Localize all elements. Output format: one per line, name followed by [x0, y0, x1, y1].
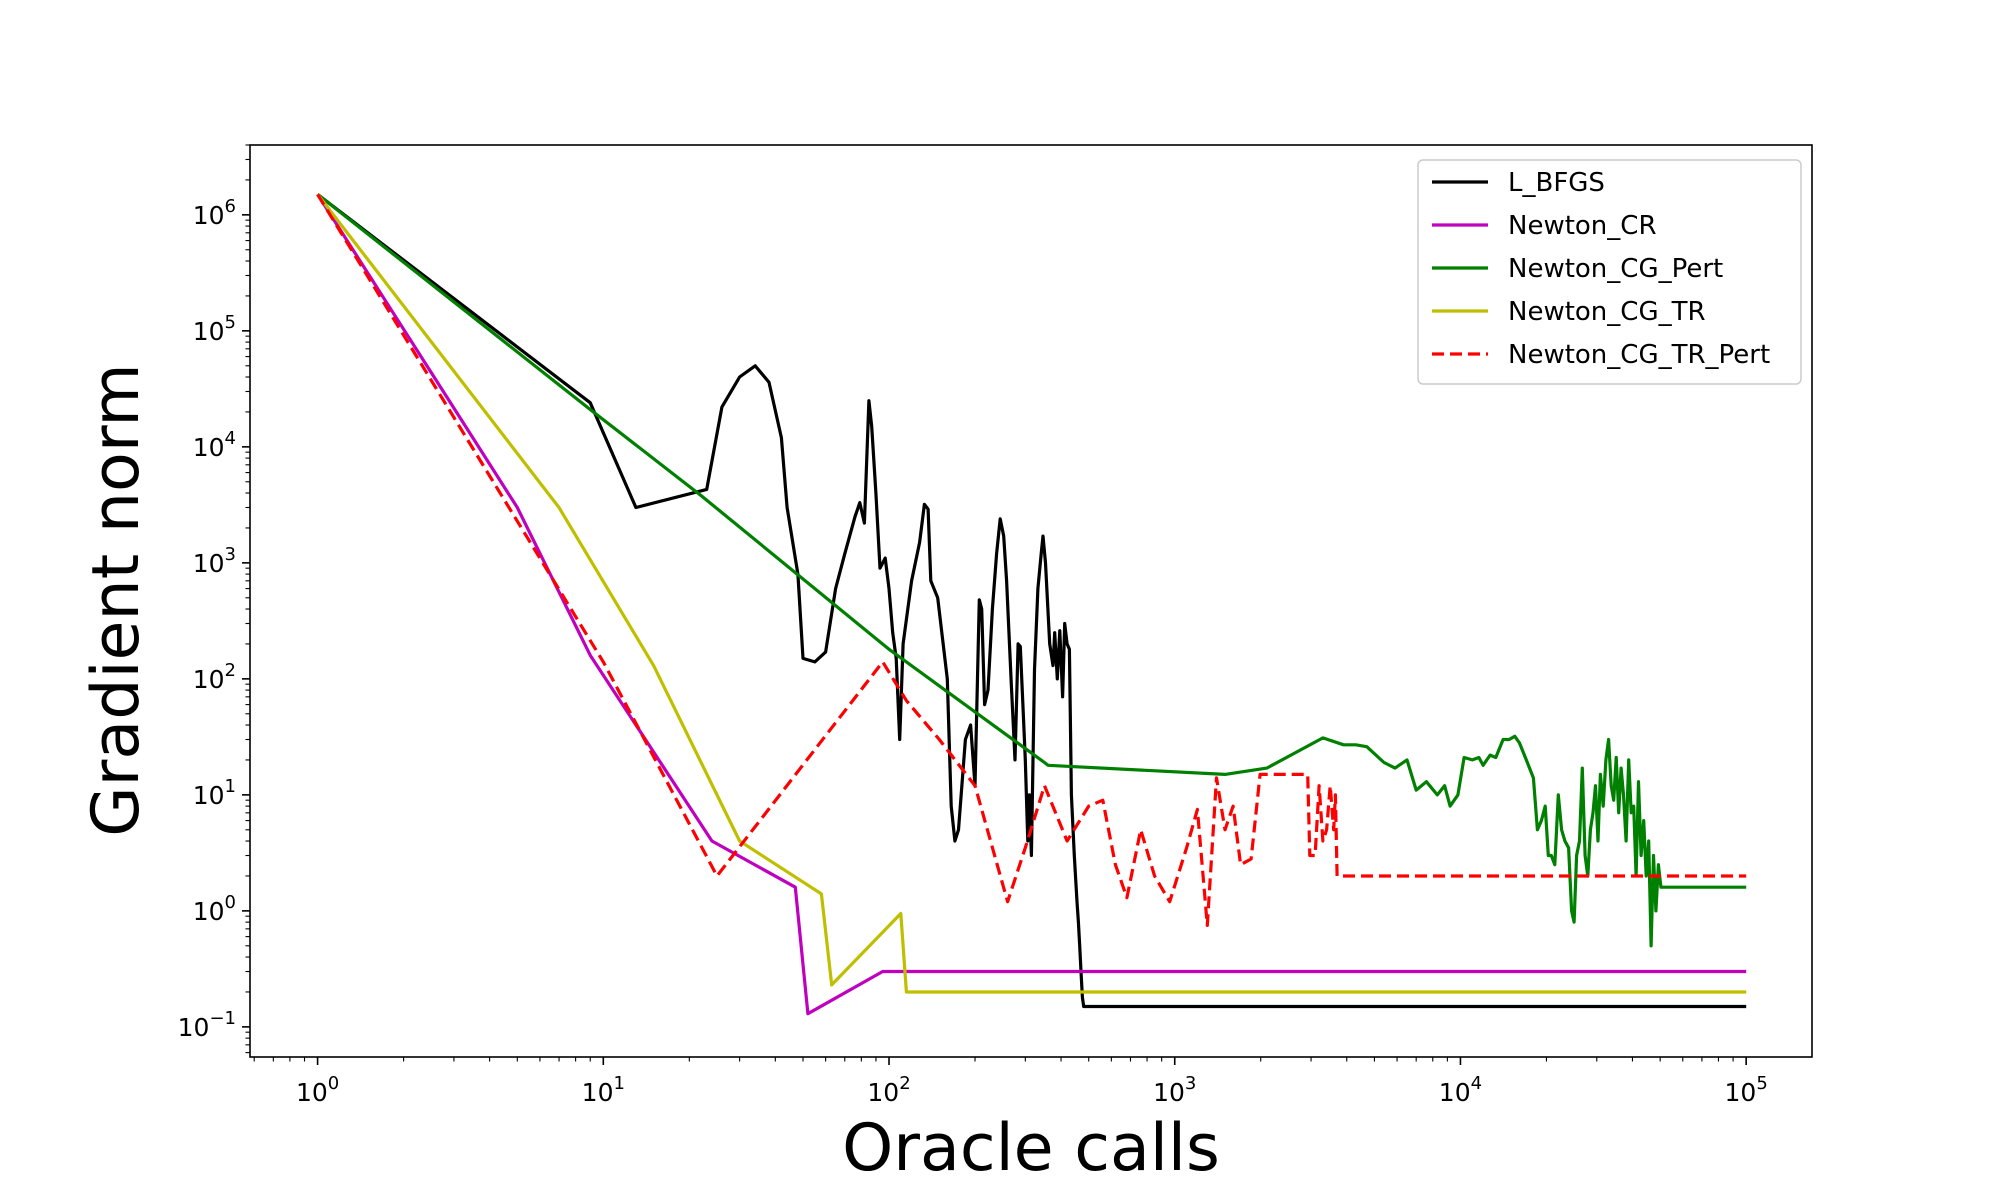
y-tick-label: 106 [193, 196, 236, 230]
series-line-newton-cg-tr [316, 193, 1747, 994]
series-line-newton-cg-tr-pert [316, 193, 1747, 927]
y-axis-title: Gradient norm [79, 363, 154, 836]
x-tick-label: 105 [1725, 1073, 1768, 1107]
legend-entry: Newton_CG_TR [1432, 297, 1706, 327]
series-layer [316, 193, 1747, 1016]
legend: L_BFGS Newton_CR Newton_CG_Pert Newton_CG_T… [1417, 159, 1802, 385]
x-axis-label: Oracle calls [842, 1111, 1220, 1186]
plot-frame [249, 144, 1813, 1058]
y-tick-label: 103 [193, 544, 236, 578]
y-axis-label: Gradient norm [79, 363, 154, 836]
legend-box [1417, 159, 1802, 385]
x-tick-label: 100 [296, 1073, 339, 1107]
y-tick-label: 10−1 [178, 1008, 236, 1042]
legend-label: L_BFGS [1508, 168, 1605, 198]
y-tick-label: 100 [193, 892, 236, 926]
series-line-l-bfgs [316, 193, 1747, 1009]
legend-label: Newton_CR [1508, 211, 1657, 241]
x-tick-label: 104 [1439, 1073, 1482, 1107]
y-tick-label: 102 [193, 660, 236, 694]
legend-label: Newton_CG_TR [1508, 297, 1706, 327]
legend-label: Newton_CG_TR_Pert [1508, 340, 1770, 370]
x-tick-label: 102 [867, 1073, 910, 1107]
y-tick-label: 104 [193, 428, 236, 462]
x-axis-title: Oracle calls [842, 1111, 1220, 1186]
series-line-newton-cr [316, 193, 1747, 1016]
y-tick-label: 105 [193, 312, 236, 346]
y-tick-label: 101 [193, 776, 236, 810]
x-tick-label: 101 [582, 1073, 625, 1107]
x-tick-label: 103 [1153, 1073, 1196, 1107]
series-line-newton-cg-pert [316, 193, 1747, 948]
legend-label: Newton_CG_Pert [1508, 254, 1723, 284]
legend-entry: L_BFGS [1432, 168, 1605, 198]
legend-entry: Newton_CG_Pert [1432, 254, 1723, 284]
tick-layer: 100 101 102 103 104 105 10−1 100 101 102 103 104 105… [178, 144, 1768, 1107]
legend-entry: Newton_CG_TR_Pert [1432, 340, 1770, 370]
legend-entry: Newton_CR [1432, 211, 1657, 241]
